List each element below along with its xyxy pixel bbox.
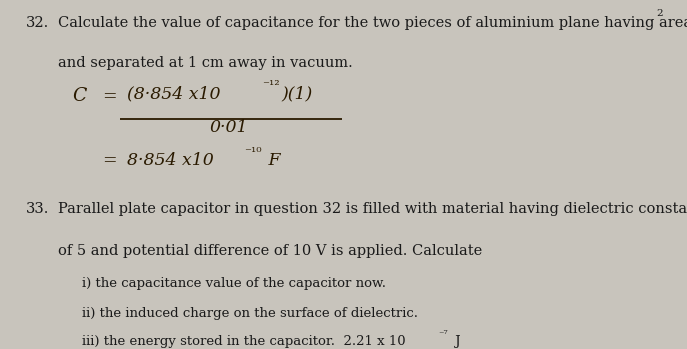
Text: 2: 2	[657, 9, 664, 18]
Text: and separated at 1 cm away in vacuum.: and separated at 1 cm away in vacuum.	[58, 56, 353, 70]
Text: iii) the energy stored in the capacitor.  2.21 x 10: iii) the energy stored in the capacitor.…	[82, 335, 406, 348]
Text: i) the capacitance value of the capacitor now.: i) the capacitance value of the capacito…	[82, 277, 387, 290]
Text: 0·01: 0·01	[210, 119, 248, 136]
Text: of 5 and potential difference of 10 V is applied. Calculate: of 5 and potential difference of 10 V is…	[58, 244, 483, 258]
Text: =: =	[102, 88, 116, 105]
Text: 33.: 33.	[26, 202, 49, 216]
Text: 32.: 32.	[26, 16, 49, 30]
Text: =: =	[102, 152, 116, 169]
Text: F: F	[263, 152, 280, 169]
Text: ⁻¹⁰: ⁻¹⁰	[244, 146, 262, 159]
Text: ii) the induced charge on the surface of dielectric.: ii) the induced charge on the surface of…	[82, 307, 418, 320]
Text: 8·854 x10: 8·854 x10	[127, 152, 214, 169]
Text: C: C	[72, 87, 87, 105]
Text: (8·854 x10: (8·854 x10	[127, 85, 221, 102]
Text: ⁻⁷: ⁻⁷	[438, 330, 448, 339]
Text: Calculate the value of capacitance for the two pieces of aluminium plane having : Calculate the value of capacitance for t…	[58, 16, 687, 30]
Text: Parallel plate capacitor in question 32 is filled with material having dielectri: Parallel plate capacitor in question 32 …	[58, 202, 687, 216]
Text: ⁻¹²: ⁻¹²	[262, 79, 280, 92]
Text: )(1): )(1)	[282, 85, 313, 102]
Text: J: J	[451, 335, 461, 348]
